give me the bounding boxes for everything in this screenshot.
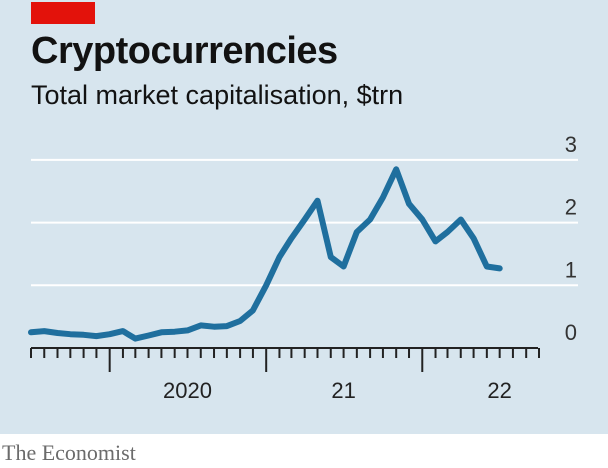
series-line-0 — [28, 166, 503, 342]
x-tick-label-22: 22 — [487, 378, 511, 403]
source-credit: The Economist — [2, 440, 136, 465]
brand-red-bar — [31, 2, 95, 24]
y-tick-label-1: 1 — [565, 257, 577, 282]
chart-subtitle: Total market capitalisation, $trn — [31, 80, 404, 110]
x-tick-label-2020: 2020 — [163, 378, 212, 403]
y-tick-label-3: 3 — [565, 132, 577, 157]
y-tick-label-0: 0 — [565, 320, 577, 345]
x-tick-label-21: 21 — [331, 378, 355, 403]
line-chart: 0 1 2 3 2020 21 22 — [28, 132, 578, 403]
chart-title: Cryptocurrencies — [31, 30, 338, 72]
y-tick-label-2: 2 — [565, 195, 577, 220]
